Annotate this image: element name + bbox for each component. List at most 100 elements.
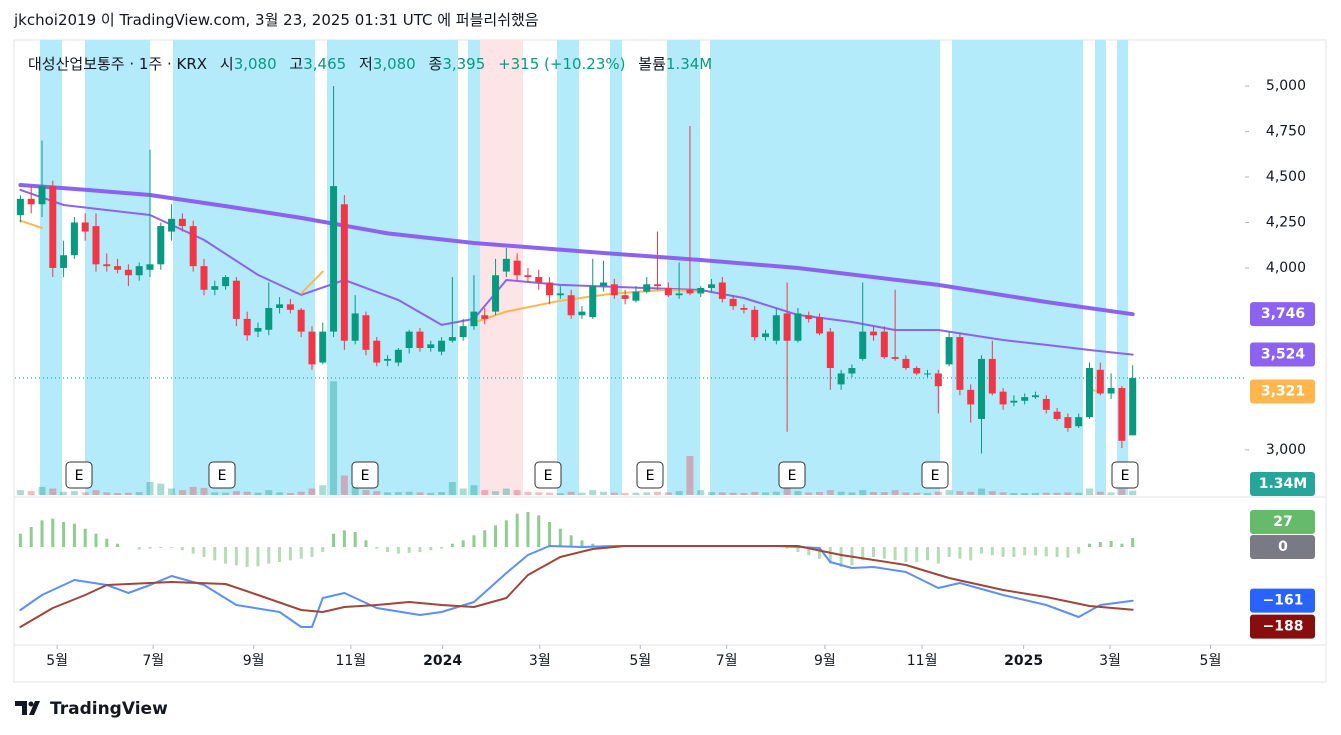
histogram-bar [278,547,282,562]
volume-value: 1.34M [665,55,713,73]
volume-bar [373,491,381,495]
earnings-box [534,461,562,489]
candle-body [686,289,694,294]
volume-bar [794,491,802,495]
histogram-bar [1044,547,1048,557]
histogram-bar [159,547,163,548]
candle-body [837,373,845,385]
macd-badge [1250,588,1315,613]
volume-bar [740,493,748,495]
histogram-bar [440,547,444,549]
volume-bar [880,492,888,495]
volume-bar [330,381,338,495]
histogram-bar [234,547,238,566]
histogram-bar [342,530,346,547]
candle-body [556,293,564,296]
price-badge-label: 3,524 [1261,347,1306,363]
volume-bar [189,486,197,495]
histogram-bar [396,547,400,554]
macd-line [19,545,1134,628]
volume-bar [1032,493,1040,495]
volume-bar [1118,489,1126,495]
volume-bar [92,490,100,495]
candle-body [697,287,705,294]
bg-band [557,40,579,495]
histogram-bar [148,547,152,549]
histogram-bar [872,547,876,557]
candle-body [826,331,834,369]
volume-bar [146,482,154,495]
histogram-bar [936,547,940,564]
candle-body [913,368,921,374]
candle-body [27,198,35,205]
volume-bar [805,492,813,495]
volume-bar [1107,492,1115,495]
histogram-bar [29,527,33,547]
x-tick-label: 5월 [629,653,651,669]
low-value: 3,080 [372,55,416,73]
candle-body [286,304,294,310]
volume-bar [729,492,737,495]
candle-body [373,340,381,363]
y-tick-label: 4,000 [1266,260,1306,276]
histogram-bar [1109,541,1113,547]
volume-bar [1085,488,1093,495]
candle-body [1042,398,1050,410]
close-value: 3,395 [442,55,486,73]
candle-body [135,266,143,276]
histogram-bar [429,547,433,551]
volume-bar [783,488,791,495]
histogram-bar [213,547,217,561]
histogram-bar [494,525,498,547]
candle-body [330,186,338,332]
price-badge [1250,342,1315,367]
volume-bar [200,487,208,495]
histogram-bar [580,540,584,547]
histogram-bar [969,547,973,561]
earnings-label: E [931,468,940,484]
histogram-bar [94,533,98,547]
volume-bar [567,491,575,495]
candle-body [772,315,780,341]
candle-body [762,333,770,338]
volume-bar [438,492,446,495]
x-tick-label: 3월 [529,653,551,669]
earnings-label: E [218,468,227,484]
volume-bar [157,483,165,495]
x-tick-label: 2024 [423,653,462,669]
volume-bar [416,492,424,495]
candle-body [535,277,543,283]
open-label: 시 [219,55,234,73]
volume-bar [837,491,845,495]
volume-bar [664,492,672,495]
histogram-bar [40,520,44,547]
y-tick-label: 5,000 [1266,78,1306,94]
candle-body [178,218,186,227]
volume-bar [524,491,532,495]
histogram-bar [418,547,422,552]
volume-bar [556,493,564,495]
volume-bar [211,492,219,495]
candle-body [114,266,122,270]
histogram-bar [926,547,930,561]
candle-body [1032,395,1040,398]
candle-body [362,315,370,350]
open-value: 3,080 [233,55,277,73]
candle-body [513,260,521,276]
volume-bar [222,492,230,495]
candle-body [578,311,586,316]
price-badge [1250,379,1315,404]
histogram-bar [947,547,951,557]
histogram-bar [882,547,886,559]
candle-body [1107,388,1115,394]
histogram-bar [537,515,541,547]
candle-body [718,282,726,299]
histogram-bar [224,547,228,564]
x-tick-label: 11월 [907,653,938,669]
y-tick-label: 4,750 [1266,124,1306,140]
candle-body [610,284,618,296]
histogram-bar [526,512,530,547]
volume-bar [610,492,618,495]
histogram-bar [321,547,325,552]
